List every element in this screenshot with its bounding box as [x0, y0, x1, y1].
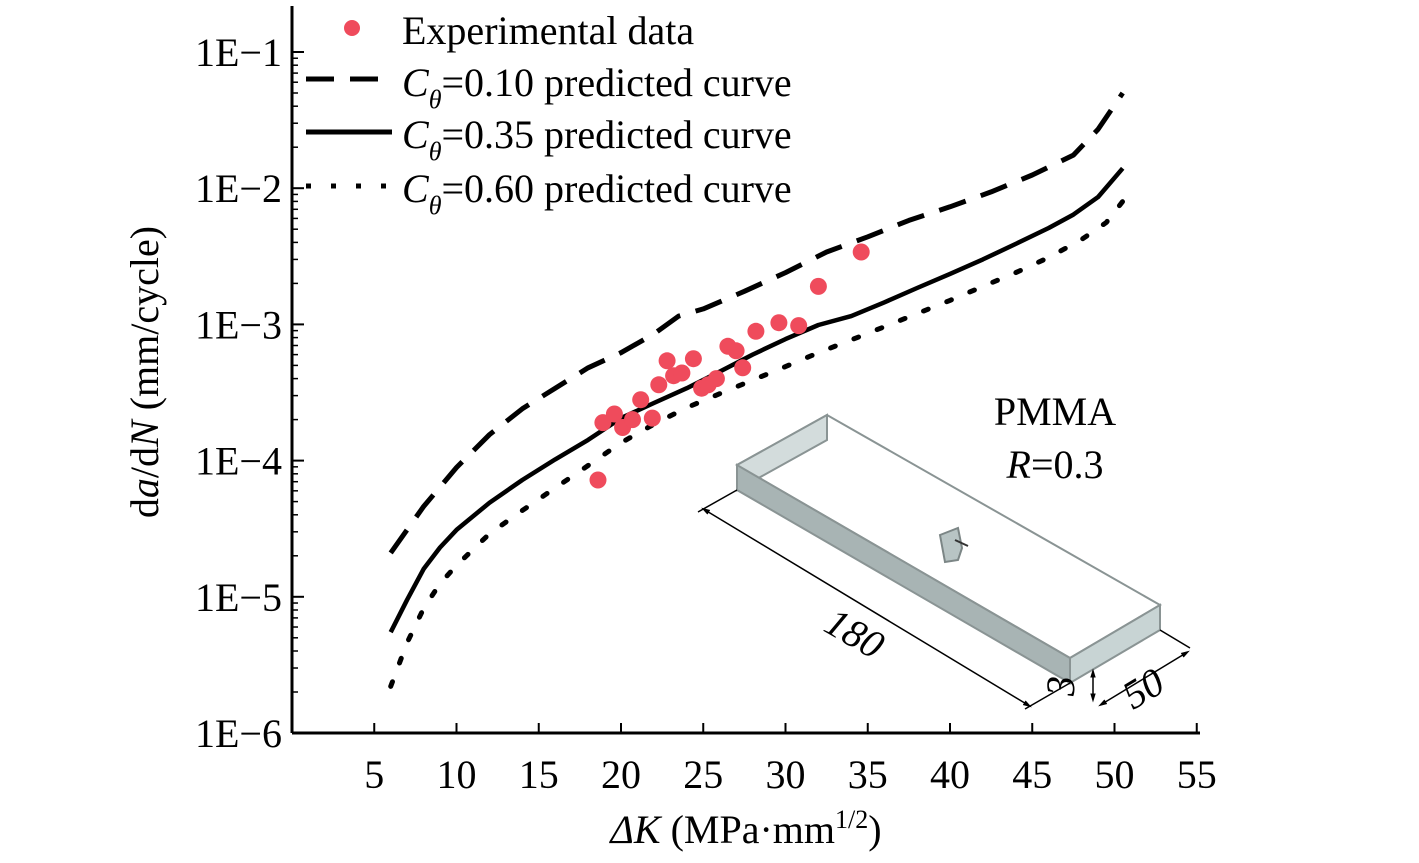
legend-label-c035: Cθ=0.35 predicted curve — [402, 112, 792, 166]
x-tick-label: 40 — [930, 752, 970, 797]
inset: PMMA R=0.3 180 3 50 — [697, 389, 1191, 718]
y-tick-label: 1E−1 — [195, 30, 282, 75]
x-axis-title: ΔK (MPa·mm1/2) — [608, 805, 881, 852]
specimen-notch — [938, 526, 964, 564]
dimension-lines — [697, 489, 1191, 710]
x-tick-label: 30 — [766, 752, 806, 797]
x-tick-label: 55 — [1177, 752, 1217, 797]
x-tick-label: 10 — [437, 752, 477, 797]
experimental-point — [734, 359, 752, 377]
dim-50-ext — [1159, 629, 1191, 649]
x-axis-title-symbol: ΔK — [608, 807, 662, 852]
dim-3-label: 3 — [1038, 676, 1083, 697]
y-axis-title-a: a — [122, 478, 167, 498]
legend-sub-c060: θ — [429, 191, 442, 220]
x-tick-label: 5 — [364, 752, 384, 797]
legend-marker-experimental — [344, 20, 360, 36]
experimental-point — [747, 322, 765, 340]
ratio-value: =0.3 — [1031, 442, 1104, 487]
y-axis-title: da/dN (mm/cycle) — [122, 226, 167, 518]
dim-180-label: 180 — [818, 599, 892, 668]
y-minor-ticks — [292, 57, 298, 693]
experimental-point — [852, 243, 870, 261]
x-tick-label: 25 — [683, 752, 723, 797]
x-tick-label: 50 — [1095, 752, 1135, 797]
experimental-point — [658, 352, 676, 370]
legend-symbol-c010: C — [402, 60, 430, 105]
dim-180-ext-1 — [697, 489, 738, 513]
legend-label-c010: Cθ=0.10 predicted curve — [402, 60, 792, 114]
x-tick-label: 45 — [1012, 752, 1052, 797]
experimental-point — [624, 411, 641, 429]
experimental-point — [684, 350, 702, 368]
legend-sub-c035: θ — [429, 137, 442, 166]
experimental-point — [770, 314, 788, 332]
material-label: PMMA — [994, 389, 1116, 434]
dim-180-ext-2 — [1024, 682, 1071, 710]
experimental-points — [589, 243, 870, 489]
y-tick-label: 1E−2 — [195, 166, 282, 211]
y-tick-label: 1E−6 — [195, 711, 282, 756]
y-axis-title-mid: /d — [122, 447, 167, 478]
experimental-point — [673, 364, 691, 382]
experimental-point — [632, 391, 650, 409]
experimental-point — [790, 317, 808, 335]
experimental-point — [589, 471, 607, 489]
experimental-point — [707, 370, 725, 388]
y-ticks: 1E−6 1E−5 1E−4 1E−3 1E−2 1E−1 — [195, 30, 304, 756]
y-axis-title-N: N — [122, 418, 167, 448]
experimental-point — [643, 409, 661, 427]
y-axis-title-units: (mm/cycle) — [122, 226, 167, 420]
dim-180-line — [701, 507, 1032, 708]
legend: Experimental data Cθ=0.10 predicted curv… — [306, 8, 792, 220]
experimental-point — [809, 277, 827, 295]
ratio-label: R=0.3 — [1006, 442, 1104, 487]
legend-text-c060: =0.60 predicted curve — [441, 166, 791, 211]
x-axis-title-units: (MPa·mm — [661, 807, 835, 852]
curve-c060 — [388, 198, 1126, 689]
legend-sub-c010: θ — [429, 85, 442, 114]
y-tick-label: 1E−3 — [195, 302, 282, 347]
y-tick-label: 1E−5 — [195, 575, 282, 620]
x-tick-label: 15 — [519, 752, 559, 797]
dim-50-line — [1098, 650, 1190, 707]
experimental-point — [605, 405, 623, 423]
legend-text-c035: =0.35 predicted curve — [441, 112, 791, 157]
legend-text-c010: =0.10 predicted curve — [441, 60, 791, 105]
x-axis-title-sup: 1/2 — [835, 805, 868, 834]
experimental-point — [650, 376, 668, 394]
x-axis-title-close: ) — [868, 807, 881, 852]
legend-symbol-c035: C — [402, 112, 430, 157]
x-tick-label: 35 — [848, 752, 888, 797]
x-tick-label: 20 — [601, 752, 641, 797]
legend-symbol-c060: C — [402, 166, 430, 211]
y-axis-title-d1: d — [122, 498, 167, 518]
ratio-symbol: R — [1006, 442, 1031, 487]
experimental-point — [727, 342, 745, 360]
x-ticks: 5 10 15 20 25 30 35 40 45 50 55 — [364, 723, 1217, 797]
y-tick-label: 1E−4 — [195, 439, 282, 484]
legend-label-c060: Cθ=0.60 predicted curve — [402, 166, 792, 220]
legend-label-experimental: Experimental data — [402, 8, 694, 53]
